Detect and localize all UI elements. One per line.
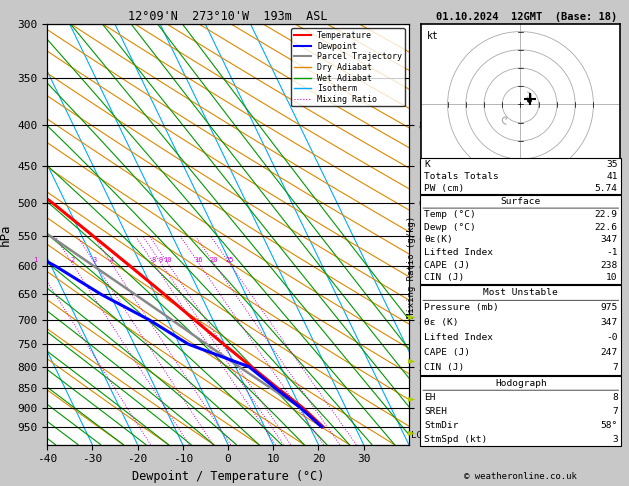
Text: 5.74: 5.74	[594, 184, 618, 193]
Text: 20: 20	[210, 258, 218, 263]
Text: 25: 25	[225, 258, 234, 263]
Text: ►: ►	[408, 428, 415, 437]
Text: 1: 1	[33, 258, 38, 263]
Text: 10: 10	[606, 274, 618, 282]
Text: 35: 35	[606, 159, 618, 169]
Text: ►: ►	[408, 394, 415, 403]
Text: 975: 975	[601, 303, 618, 312]
Text: 8: 8	[612, 393, 618, 401]
Text: CIN (J): CIN (J)	[424, 274, 464, 282]
Text: StmDir: StmDir	[424, 421, 459, 430]
Text: 2: 2	[70, 258, 74, 263]
Y-axis label: km
ASL: km ASL	[426, 226, 447, 243]
Text: 41: 41	[606, 172, 618, 181]
Text: PW (cm): PW (cm)	[424, 184, 464, 193]
Text: 247: 247	[601, 348, 618, 357]
Text: 347: 347	[601, 235, 618, 244]
Text: Most Unstable: Most Unstable	[484, 288, 558, 297]
Y-axis label: hPa: hPa	[0, 223, 12, 246]
Title: 12°09'N  273°10'W  193m  ASL: 12°09'N 273°10'W 193m ASL	[128, 10, 328, 23]
Text: -0: -0	[606, 333, 618, 342]
Text: CIN (J): CIN (J)	[424, 363, 464, 372]
Text: θε (K): θε (K)	[424, 318, 459, 327]
Text: -1: -1	[606, 248, 618, 257]
Text: ►: ►	[408, 311, 415, 321]
Text: Pressure (mb): Pressure (mb)	[424, 303, 499, 312]
Text: Dewp (°C): Dewp (°C)	[424, 223, 476, 232]
Text: 4: 4	[109, 258, 114, 263]
Text: SREH: SREH	[424, 407, 447, 416]
Legend: Temperature, Dewpoint, Parcel Trajectory, Dry Adiabat, Wet Adiabat, Isotherm, Mi: Temperature, Dewpoint, Parcel Trajectory…	[291, 29, 404, 106]
Text: 16: 16	[194, 258, 203, 263]
Text: 22.9: 22.9	[594, 210, 618, 219]
Text: Mixing Ratio (g/kg): Mixing Ratio (g/kg)	[408, 216, 416, 318]
Text: 22.6: 22.6	[594, 223, 618, 232]
Text: Temp (°C): Temp (°C)	[424, 210, 476, 219]
Text: 347: 347	[601, 318, 618, 327]
Text: θε(K): θε(K)	[424, 235, 453, 244]
Text: 01.10.2024  12GMT  (Base: 18): 01.10.2024 12GMT (Base: 18)	[437, 12, 618, 22]
X-axis label: Dewpoint / Temperature (°C): Dewpoint / Temperature (°C)	[132, 470, 324, 483]
Text: Surface: Surface	[501, 197, 541, 206]
Text: LCL: LCL	[411, 432, 427, 440]
Text: K: K	[424, 159, 430, 169]
Text: Lifted Index: Lifted Index	[424, 248, 493, 257]
Text: ►: ►	[408, 355, 415, 364]
Text: © weatheronline.co.uk: © weatheronline.co.uk	[464, 472, 577, 481]
Text: CAPE (J): CAPE (J)	[424, 348, 470, 357]
Text: Lifted Index: Lifted Index	[424, 333, 493, 342]
Text: 8: 8	[152, 258, 156, 263]
Text: 3: 3	[612, 434, 618, 444]
Text: Totals Totals: Totals Totals	[424, 172, 499, 181]
Text: 7: 7	[612, 363, 618, 372]
Text: 7: 7	[612, 407, 618, 416]
Text: StmSpd (kt): StmSpd (kt)	[424, 434, 487, 444]
Text: CAPE (J): CAPE (J)	[424, 261, 470, 270]
Text: kt: kt	[427, 31, 439, 41]
Text: 10: 10	[164, 258, 172, 263]
Text: 238: 238	[601, 261, 618, 270]
Text: 9: 9	[159, 258, 164, 263]
Text: Hodograph: Hodograph	[495, 379, 547, 388]
Text: EH: EH	[424, 393, 435, 401]
Text: 3: 3	[92, 258, 97, 263]
Text: 58°: 58°	[601, 421, 618, 430]
